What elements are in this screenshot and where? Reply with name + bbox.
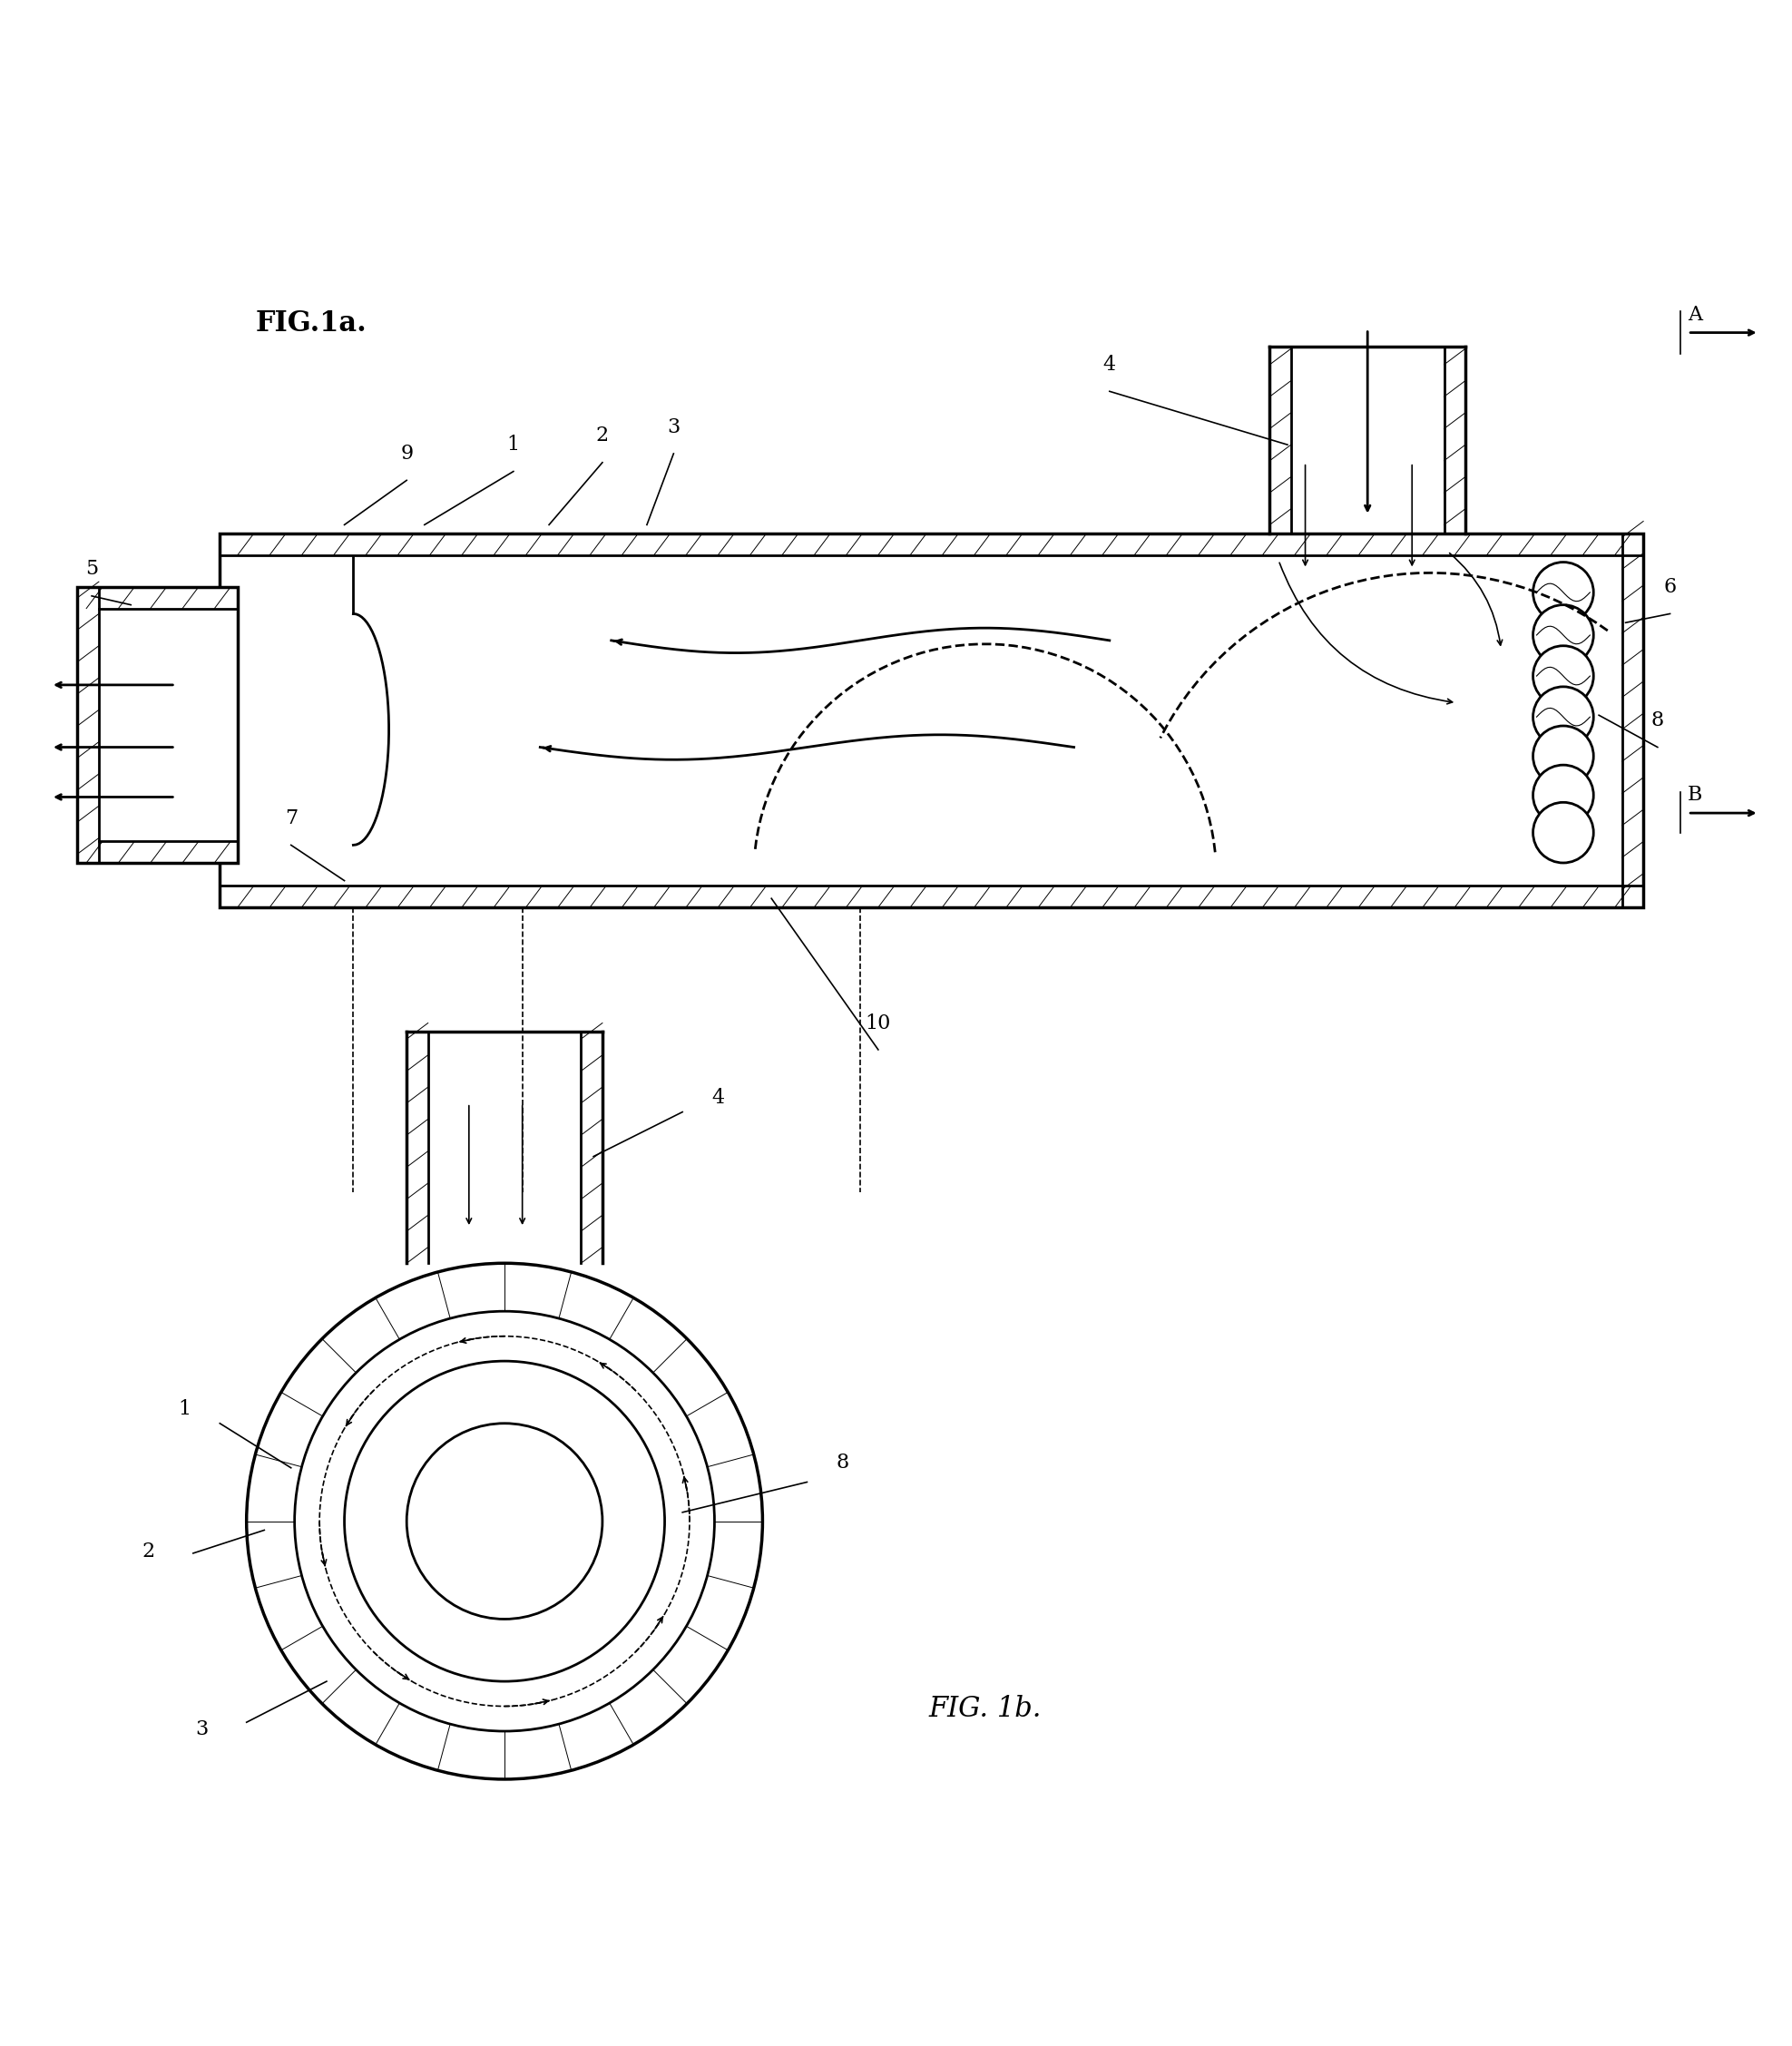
- Circle shape: [1532, 563, 1593, 622]
- Circle shape: [344, 1361, 665, 1682]
- Text: 10: 10: [866, 1013, 891, 1033]
- Text: FIG.1a.: FIG.1a.: [256, 309, 367, 338]
- Bar: [77, 587, 238, 863]
- Text: 4: 4: [711, 1088, 724, 1107]
- Circle shape: [407, 1424, 602, 1618]
- Text: 4: 4: [1104, 354, 1116, 374]
- Text: 2: 2: [142, 1541, 156, 1561]
- Circle shape: [247, 1262, 763, 1780]
- Text: 3: 3: [195, 1719, 208, 1739]
- Text: 8: 8: [1650, 710, 1665, 730]
- Text: 5: 5: [86, 559, 99, 579]
- Text: 8: 8: [837, 1453, 849, 1473]
- Circle shape: [1532, 606, 1593, 665]
- Circle shape: [1532, 765, 1593, 825]
- Text: 1: 1: [507, 434, 520, 454]
- Circle shape: [1532, 726, 1593, 786]
- Text: 1: 1: [177, 1399, 190, 1420]
- Text: 3: 3: [667, 417, 679, 438]
- Text: 6: 6: [1663, 577, 1677, 597]
- Text: 7: 7: [285, 808, 297, 829]
- Text: 2: 2: [597, 426, 609, 446]
- Circle shape: [1532, 802, 1593, 863]
- Text: 9: 9: [400, 444, 414, 464]
- Text: B: B: [1688, 786, 1702, 806]
- Bar: [220, 534, 1643, 906]
- Text: A: A: [1688, 305, 1702, 325]
- Text: FIG. 1b.: FIG. 1b.: [928, 1696, 1041, 1723]
- Circle shape: [1532, 647, 1593, 706]
- Circle shape: [1532, 687, 1593, 747]
- Circle shape: [294, 1311, 715, 1731]
